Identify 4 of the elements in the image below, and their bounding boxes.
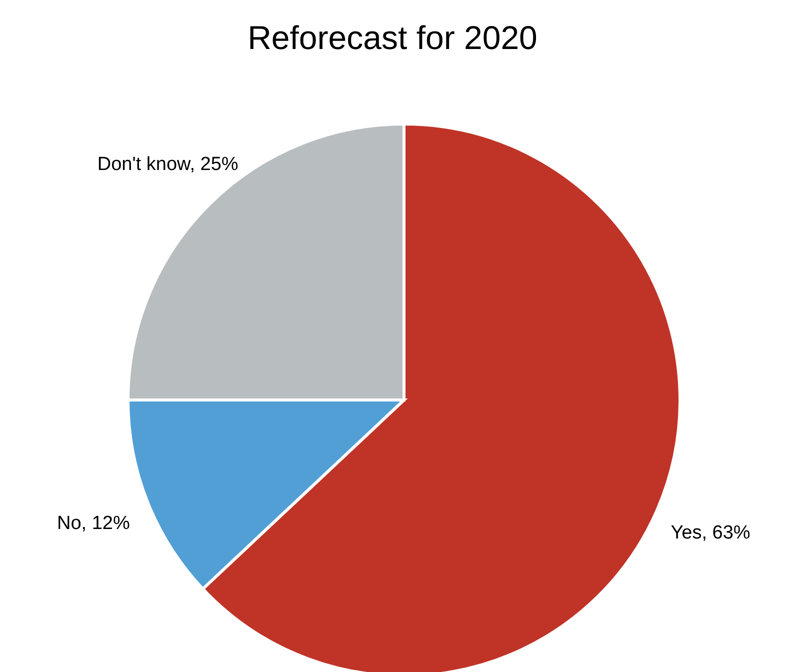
slice-label: Yes, 63% [670, 522, 750, 544]
chart-title: Reforecast for 2020 [248, 19, 538, 56]
slice-label: Don't know, 25% [97, 154, 238, 175]
slice-label: No, 12% [57, 512, 130, 534]
